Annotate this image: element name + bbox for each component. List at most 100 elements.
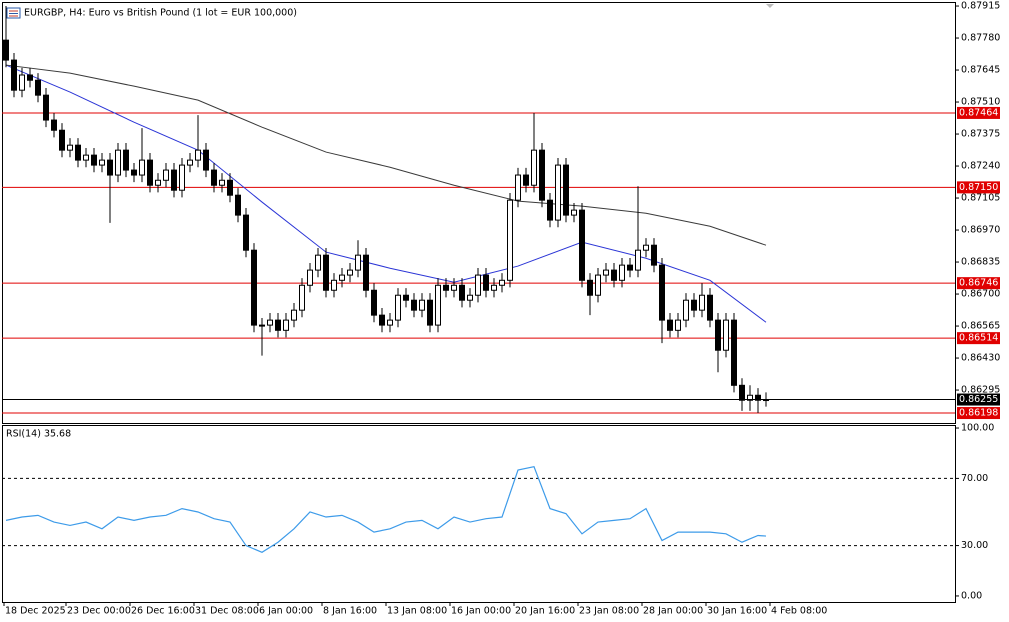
- candle-body: [315, 254, 321, 271]
- x-tick-label: 30 Jan 16:00: [707, 606, 767, 617]
- x-tick-label: 18 Dec 2025: [5, 606, 66, 617]
- candle-body: [491, 284, 497, 291]
- y-tick-label: 0.86700: [961, 289, 1000, 300]
- level-label: 0.86198: [959, 408, 998, 419]
- y-tick-label: 0.86565: [961, 321, 1000, 332]
- level-label-box: [957, 106, 1000, 119]
- candle-body: [715, 319, 721, 351]
- y-tick-label: 0.87240: [961, 161, 1000, 172]
- candle-body: [331, 279, 337, 291]
- candle-body: [307, 269, 313, 286]
- candle-body: [643, 244, 649, 251]
- x-tick-label: 6 Jan 00:00: [259, 606, 313, 617]
- y-tick-label: 0.86970: [961, 225, 1000, 236]
- candle-body: [203, 149, 209, 171]
- candle-body: [707, 294, 713, 321]
- candle-body: [51, 119, 57, 131]
- candle-body: [523, 174, 529, 186]
- candle-body: [563, 164, 569, 216]
- candle-body: [683, 299, 689, 321]
- x-tick-label: 31 Dec 08:00: [195, 606, 259, 617]
- moving-average: [5, 64, 767, 246]
- candle-body: [43, 94, 49, 121]
- candle-body: [435, 284, 441, 326]
- y-tick-label: 0.00: [961, 590, 982, 601]
- candle-body: [299, 284, 305, 311]
- moving-average: [5, 64, 767, 323]
- level-label: 0.87464: [959, 107, 998, 118]
- candle-body: [163, 169, 169, 181]
- candle-body: [723, 319, 729, 351]
- main-pane: [2, 2, 956, 424]
- candle-body: [155, 179, 161, 186]
- candle-body: [443, 284, 449, 291]
- current-price-box: [957, 393, 1000, 406]
- x-tick-label: 16 Jan 00:00: [451, 606, 511, 617]
- candle-body: [339, 274, 345, 281]
- candle-body: [483, 274, 489, 291]
- candle-body: [411, 299, 417, 311]
- level-label-box: [957, 181, 1000, 194]
- candle-body: [131, 169, 137, 176]
- candle-body: [747, 394, 753, 401]
- x-tick-label: 28 Jan 00:00: [643, 606, 703, 617]
- rsi-title: RSI(14) 35.68: [6, 429, 71, 440]
- y-tick-label: 30.00: [961, 540, 988, 551]
- candle-body: [3, 39, 9, 61]
- x-tick-label: 20 Jan 16:00: [515, 606, 575, 617]
- rsi-line: [5, 465, 767, 553]
- candle-body: [515, 174, 521, 201]
- candle-body: [187, 159, 193, 166]
- y-tick-label: 0.87915: [961, 1, 1000, 12]
- candle-body: [547, 199, 553, 221]
- candle-body: [627, 264, 633, 271]
- candle-body: [11, 59, 17, 91]
- symbol-icon: [6, 7, 21, 19]
- x-tick-label: 13 Jan 08:00: [387, 606, 447, 617]
- level-label-box: [957, 277, 1000, 290]
- candle-body: [467, 294, 473, 301]
- candle-body: [355, 254, 361, 271]
- y-tick-label: 0.87105: [961, 193, 1000, 204]
- candle-body: [139, 159, 145, 176]
- x-tick-label: 8 Jan 16:00: [323, 606, 377, 617]
- candle-body: [283, 319, 289, 331]
- y-tick-label: 0.87375: [961, 129, 1000, 140]
- candle-body: [291, 309, 297, 321]
- candle-body: [651, 244, 657, 266]
- candle-body: [171, 169, 177, 191]
- candle-body: [379, 314, 385, 326]
- candle-body: [35, 79, 41, 96]
- candle-body: [427, 299, 433, 326]
- candle-body: [251, 249, 257, 326]
- shift-marker: [766, 4, 774, 8]
- level-label: 0.86746: [959, 278, 998, 289]
- y-tick-label: 0.86295: [961, 385, 1000, 396]
- candle-body: [539, 149, 545, 201]
- candle-body: [507, 199, 513, 281]
- candle-body: [579, 209, 585, 281]
- x-tick-label: 26 Dec 16:00: [131, 606, 195, 617]
- y-tick-label: 0.87780: [961, 33, 1000, 44]
- candle-body: [595, 274, 601, 296]
- candle-body: [19, 74, 25, 91]
- candle-body: [211, 169, 217, 186]
- candle-body: [275, 319, 281, 331]
- candle-body: [667, 319, 673, 331]
- candle-body: [755, 394, 761, 401]
- candle-body: [259, 324, 265, 327]
- candle-body: [459, 284, 465, 301]
- level-label-box: [957, 332, 1000, 345]
- x-tick-label: 4 Feb 08:00: [771, 606, 827, 617]
- candle-body: [83, 154, 89, 161]
- candle-body: [59, 129, 65, 151]
- candle-body: [587, 279, 593, 296]
- candle-body: [499, 279, 505, 286]
- candle-body: [659, 264, 665, 321]
- y-tick-label: 0.86430: [961, 353, 1000, 364]
- chart-title: EURGBP, H4: Euro vs British Pound (1 lot…: [24, 8, 297, 19]
- level-label-box: [957, 407, 1000, 420]
